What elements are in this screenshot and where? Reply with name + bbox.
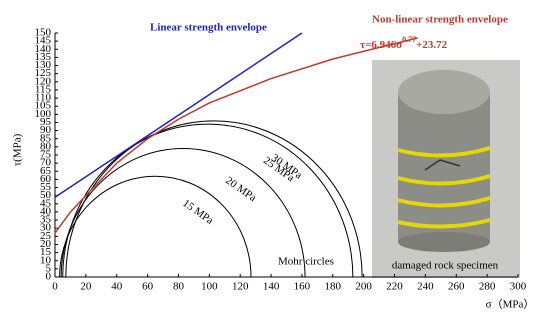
x-tick-label: 80 xyxy=(173,281,185,293)
x-tick-label: 200 xyxy=(355,281,372,293)
x-tick-label: 120 xyxy=(232,281,249,293)
x-tick-label: 280 xyxy=(479,281,496,293)
y-tick-label: 110 xyxy=(35,92,52,104)
specimen-photo xyxy=(372,60,520,278)
y-tick-label: 105 xyxy=(35,100,52,112)
x-tick-label: 140 xyxy=(263,281,280,293)
circles-label: Mohr circles xyxy=(278,256,334,268)
mohr-circle xyxy=(65,120,363,278)
y-tick-label: 50 xyxy=(40,189,52,201)
x-tick-label: 100 xyxy=(201,281,218,293)
y-tick-label: 35 xyxy=(40,214,52,226)
mohr-circle xyxy=(62,123,354,278)
x-tick-label: 220 xyxy=(386,281,403,293)
envelope xyxy=(54,37,418,234)
y-tick-label: 150 xyxy=(35,27,52,39)
formula: τ=6.946σ0.77+23.72 xyxy=(360,35,448,51)
y-tick-label: 30 xyxy=(40,222,52,234)
x-tick-label: 40 xyxy=(111,281,123,293)
y-tick-label: 75 xyxy=(40,149,52,161)
x-tick-label: 20 xyxy=(80,281,92,293)
envelope xyxy=(54,32,303,198)
y-tick-label: 65 xyxy=(40,165,52,177)
y-tick-label: 90 xyxy=(40,124,52,136)
y-tick-label: 100 xyxy=(35,108,52,120)
y-tick-label: 135 xyxy=(35,51,52,63)
x-tick-label: 300 xyxy=(510,281,527,293)
y-tick-label: 125 xyxy=(35,67,52,79)
mohr-circle xyxy=(60,148,306,278)
y-tick-label: 140 xyxy=(35,43,52,55)
photo-caption: damaged rock specimen xyxy=(392,260,499,272)
formula-part: τ=6.946σ xyxy=(360,39,402,51)
y-tick-label: 55 xyxy=(40,181,52,193)
y-tick-label: 85 xyxy=(40,132,52,144)
x-tick-label: 160 xyxy=(294,281,311,293)
y-tick-label: 20 xyxy=(40,238,52,250)
x-axis-label: σ（MPa） xyxy=(486,298,535,311)
y-tick-label: 45 xyxy=(40,197,52,209)
y-tick-label: 120 xyxy=(35,75,52,87)
x-tick-label: 0 xyxy=(52,281,58,293)
y-tick-label: 25 xyxy=(40,230,52,242)
y-tick-label: 70 xyxy=(40,157,52,169)
envelope-label: Linear strength envelope xyxy=(150,22,267,34)
y-tick-label: 15 xyxy=(40,246,52,258)
y-tick-label: 80 xyxy=(40,140,52,152)
circle-label: 15 MPa xyxy=(180,197,215,227)
y-tick-label: 130 xyxy=(35,59,52,71)
y-tick-label: 0 xyxy=(46,271,52,283)
envelope-label: Non-linear strength envelope xyxy=(372,14,508,26)
y-axis-label: τ(MPa) xyxy=(12,133,24,166)
y-tick-label: 40 xyxy=(40,205,52,217)
circle-label: 20 MPa xyxy=(223,175,258,205)
x-tick-label: 180 xyxy=(325,281,342,293)
mohr-circle xyxy=(59,175,252,278)
formula-part: +23.72 xyxy=(416,39,448,51)
x-tick-label: 60 xyxy=(142,281,154,293)
y-tick-label: 5 xyxy=(46,262,52,274)
y-tick-label: 145 xyxy=(35,35,52,47)
y-tick-label: 115 xyxy=(35,83,52,95)
y-tick-label: 60 xyxy=(40,173,52,185)
x-tick-label: 260 xyxy=(448,281,465,293)
x-tick-label: 240 xyxy=(417,281,434,293)
y-tick-label: 95 xyxy=(40,116,52,128)
y-tick-label: 10 xyxy=(40,254,52,266)
